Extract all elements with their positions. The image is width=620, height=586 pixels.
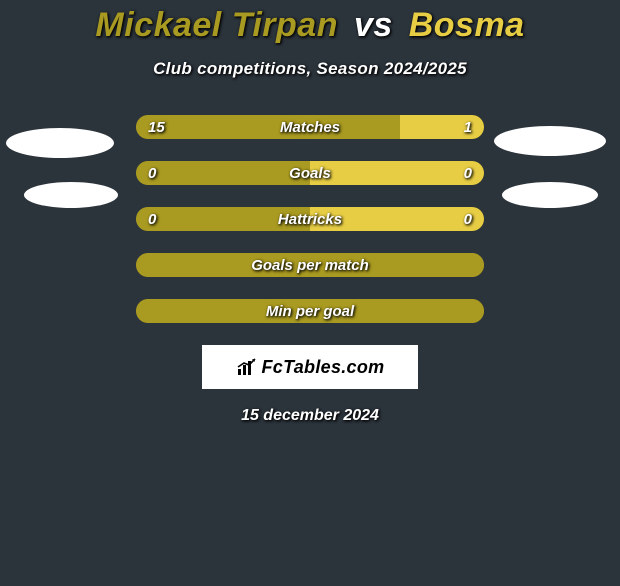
brand-box: FcTables.com (202, 345, 418, 389)
stat-bar-label: Hattricks (136, 207, 484, 231)
stat-bar-left-value: 0 (148, 207, 156, 231)
stat-bar-label: Matches (136, 115, 484, 139)
title-vs: vs (354, 6, 393, 44)
title-player2: Bosma (409, 6, 525, 44)
stat-bar-label: Goals (136, 161, 484, 185)
chart-icon (236, 357, 258, 377)
stat-bar-right-value: 0 (464, 207, 472, 231)
page-title: Mickael Tirpan vs Bosma (0, 6, 620, 45)
stat-bar-right-value: 0 (464, 161, 472, 185)
photo-placeholder-blob (24, 182, 118, 208)
photo-placeholder-blob (494, 126, 606, 156)
stat-bar-left-value: 15 (148, 115, 165, 139)
brand-text: FcTables.com (262, 357, 385, 378)
subtitle: Club competitions, Season 2024/2025 (0, 59, 620, 79)
photo-placeholder-blob (6, 128, 114, 158)
stat-bar-left-value: 0 (148, 161, 156, 185)
date-text: 15 december 2024 (0, 407, 620, 425)
title-player1: Mickael Tirpan (95, 6, 338, 44)
stat-bar-label: Min per goal (136, 299, 484, 323)
stat-bar: Goals per match (136, 253, 484, 277)
stat-bar: Hattricks0 0 (136, 207, 484, 231)
photo-placeholder-blob (502, 182, 598, 208)
stat-bar: Min per goal (136, 299, 484, 323)
stat-bar: Goals0 0 (136, 161, 484, 185)
stat-bar-right-value: 1 (464, 115, 472, 139)
stat-bar: Matches15 1 (136, 115, 484, 139)
stat-bar-label: Goals per match (136, 253, 484, 277)
bars-container: Matches151Goals00Hattricks00Goals per ma… (136, 115, 484, 323)
